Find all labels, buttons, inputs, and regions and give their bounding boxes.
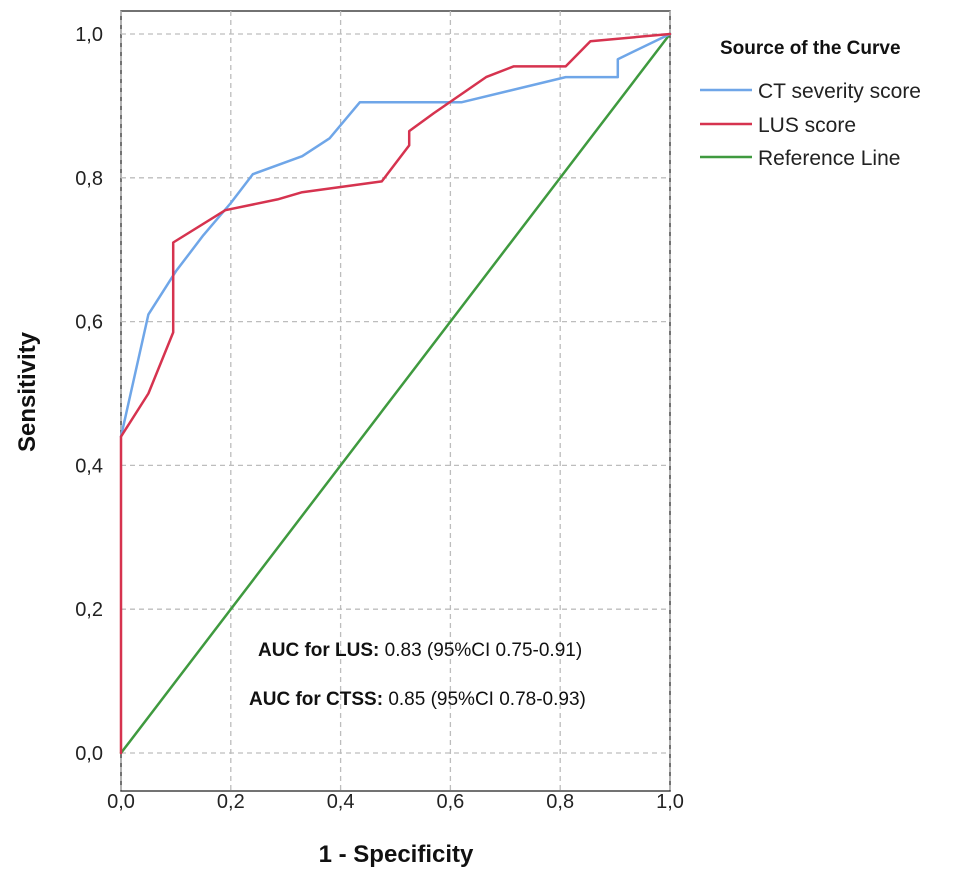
y-axis-title: Sensitivity xyxy=(14,331,41,452)
x-tick-label: 0,6 xyxy=(436,791,464,813)
x-tick-label: 0,4 xyxy=(327,791,355,813)
legend-title: Source of the Curve xyxy=(720,38,901,59)
y-tick-label: 0,4 xyxy=(75,455,103,477)
x-tick-label: 1,0 xyxy=(656,791,684,813)
x-tick-label: 0,8 xyxy=(546,791,574,813)
y-tick-labels: 0,0 0,2 0,4 0,6 0,8 1,0 xyxy=(75,24,103,765)
grid xyxy=(120,11,671,791)
series-line-reference-line xyxy=(119,32,672,755)
x-axis-title: 1 - Specificity xyxy=(319,841,474,868)
auc-ctss-value: 0.85 (95%CI 0.78-0.93) xyxy=(383,689,586,710)
y-tick-label: 0,6 xyxy=(75,312,103,334)
y-tick-label: 0,8 xyxy=(75,168,103,190)
x-tick-label: 0,0 xyxy=(107,791,135,813)
series-layer xyxy=(119,32,672,755)
legend-item-reference-line: Reference Line xyxy=(700,147,900,170)
legend-item-lus-score: LUS score xyxy=(700,114,856,137)
auc-lus-label: AUC for LUS: xyxy=(258,640,379,661)
legend-label-ct-severity-score: CT severity score xyxy=(758,80,921,103)
y-tick-label: 0,2 xyxy=(75,599,103,621)
auc-ctss-annotation: AUC for CTSS: 0.85 (95%CI 0.78-0.93) xyxy=(249,689,586,710)
legend-label-reference-line: Reference Line xyxy=(758,147,900,170)
y-tick-label: 1,0 xyxy=(75,24,103,46)
x-tick-labels: 0,0 0,2 0,4 0,6 0,8 1,0 xyxy=(107,791,684,813)
series-line-lus-score xyxy=(119,32,672,755)
y-tick-label: 0,0 xyxy=(75,743,103,765)
legend-label-lus-score: LUS score xyxy=(758,114,856,137)
auc-lus-annotation: AUC for LUS: 0.83 (95%CI 0.75-0.91) xyxy=(258,640,582,661)
x-tick-label: 0,2 xyxy=(217,791,245,813)
auc-ctss-label: AUC for CTSS: xyxy=(249,689,383,710)
plot-frame xyxy=(120,10,671,792)
legend-item-ct-severity-score: CT severity score xyxy=(700,80,921,103)
auc-lus-value: 0.83 (95%CI 0.75-0.91) xyxy=(379,640,582,661)
series-line-ct-severity-score xyxy=(119,32,672,438)
legend: Source of the Curve CT severity score LU… xyxy=(700,38,921,170)
